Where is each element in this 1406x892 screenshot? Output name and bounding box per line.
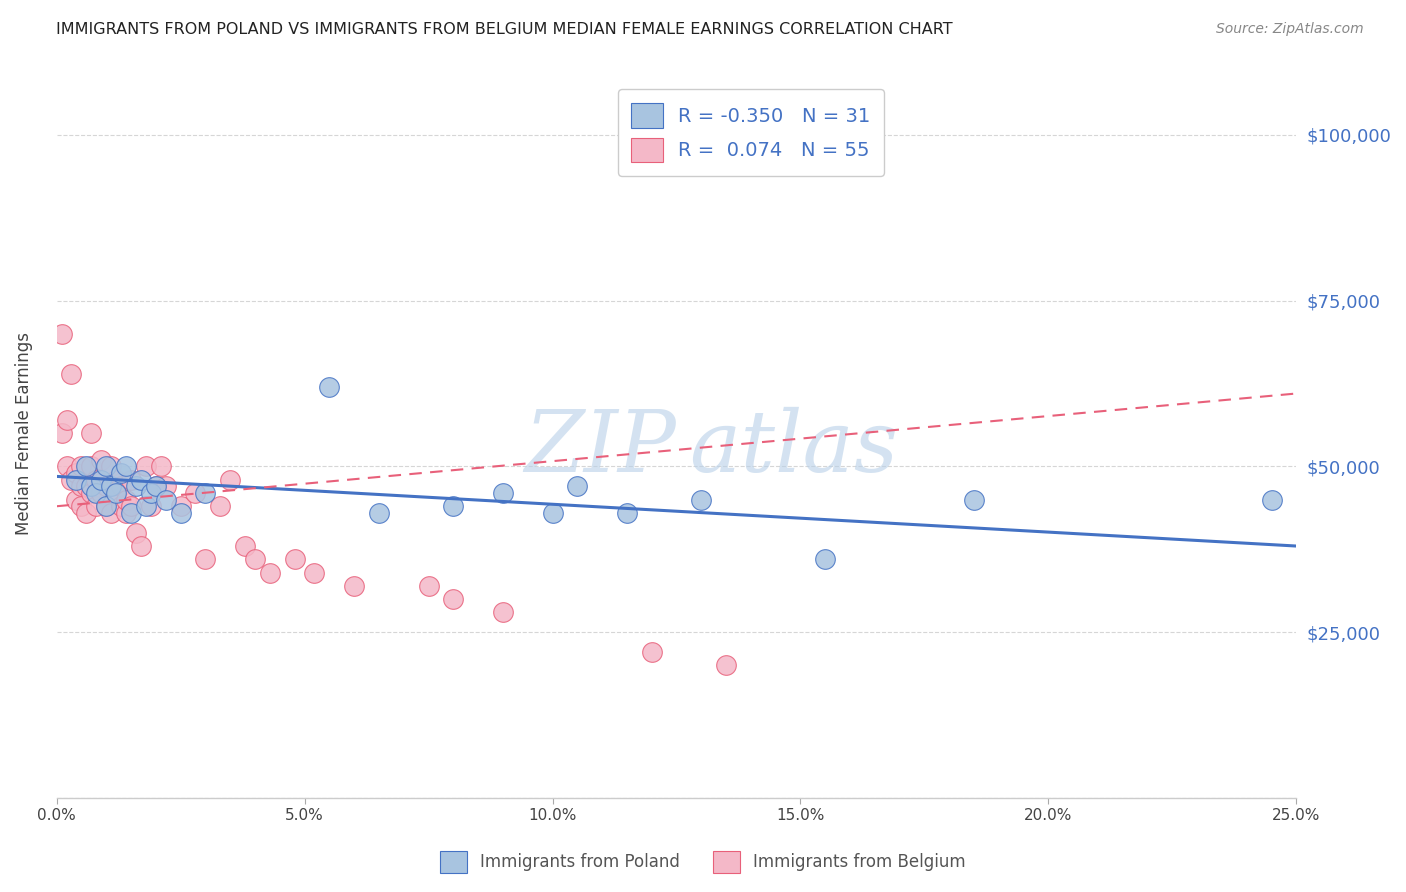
Point [110, 479, 132, 493]
Point [139, 500, 162, 514]
Point [492, 486, 515, 500]
Point [100, 479, 122, 493]
Point [616, 506, 638, 520]
Point [169, 506, 191, 520]
Point [441, 500, 464, 514]
Legend: R = -0.350   N = 31, R =  0.074   N = 55: R = -0.350 N = 31, R = 0.074 N = 55 [617, 89, 884, 176]
Point [96, 500, 118, 514]
Point [110, 500, 132, 514]
Point [84, 473, 107, 487]
Point [368, 506, 391, 520]
Point [51, 426, 73, 441]
Point [169, 500, 191, 514]
Point [70, 500, 93, 514]
Point [129, 473, 152, 487]
Point [55, 413, 77, 427]
Point [55, 459, 77, 474]
Point [96, 479, 118, 493]
Point [125, 525, 148, 540]
Point [541, 506, 564, 520]
Legend: Immigrants from Poland, Immigrants from Belgium: Immigrants from Poland, Immigrants from … [433, 845, 973, 880]
Point [129, 539, 152, 553]
Point [84, 500, 107, 514]
Point [690, 492, 713, 507]
Point [96, 500, 118, 514]
Point [75, 479, 97, 493]
Point [418, 579, 440, 593]
Point [80, 459, 103, 474]
Point [105, 486, 128, 500]
Point [145, 479, 167, 493]
Point [567, 479, 589, 493]
Point [209, 500, 232, 514]
Point [51, 326, 73, 341]
Point [149, 459, 172, 474]
Point [120, 506, 142, 520]
Point [194, 552, 217, 566]
Point [304, 566, 326, 580]
Point [80, 486, 103, 500]
Point [139, 486, 162, 500]
Point [60, 473, 83, 487]
Point [115, 506, 138, 520]
Point [441, 592, 464, 607]
Point [115, 492, 138, 507]
Point [145, 479, 167, 493]
Point [75, 506, 97, 520]
Point [318, 380, 340, 394]
Point [115, 459, 138, 474]
Point [219, 473, 242, 487]
Point [105, 486, 128, 500]
Point [963, 492, 986, 507]
Point [100, 506, 122, 520]
Point [65, 466, 87, 480]
Text: ZIP: ZIP [524, 407, 676, 489]
Point [233, 539, 256, 553]
Point [120, 473, 142, 487]
Point [90, 452, 112, 467]
Point [80, 479, 103, 493]
Point [70, 479, 93, 493]
Point [155, 492, 177, 507]
Point [184, 486, 207, 500]
Point [284, 552, 307, 566]
Point [65, 473, 87, 487]
Text: Source: ZipAtlas.com: Source: ZipAtlas.com [1216, 22, 1364, 37]
Point [105, 473, 128, 487]
Point [135, 459, 157, 474]
Text: atlas: atlas [689, 407, 898, 489]
Point [100, 459, 122, 474]
Point [814, 552, 837, 566]
Point [343, 579, 366, 593]
Point [125, 479, 148, 493]
Point [1260, 492, 1282, 507]
Point [135, 500, 157, 514]
Point [84, 486, 107, 500]
Point [155, 479, 177, 493]
Point [80, 426, 103, 441]
Text: IMMIGRANTS FROM POLAND VS IMMIGRANTS FROM BELGIUM MEDIAN FEMALE EARNINGS CORRELA: IMMIGRANTS FROM POLAND VS IMMIGRANTS FRO… [56, 22, 953, 37]
Y-axis label: Median Female Earnings: Median Female Earnings [15, 332, 32, 535]
Point [120, 500, 142, 514]
Point [96, 459, 118, 474]
Point [259, 566, 281, 580]
Point [714, 658, 737, 673]
Point [65, 492, 87, 507]
Point [492, 606, 515, 620]
Point [75, 459, 97, 474]
Point [641, 645, 664, 659]
Point [70, 459, 93, 474]
Point [90, 473, 112, 487]
Point [60, 367, 83, 381]
Point [194, 486, 217, 500]
Point [243, 552, 266, 566]
Point [90, 486, 112, 500]
Point [110, 466, 132, 480]
